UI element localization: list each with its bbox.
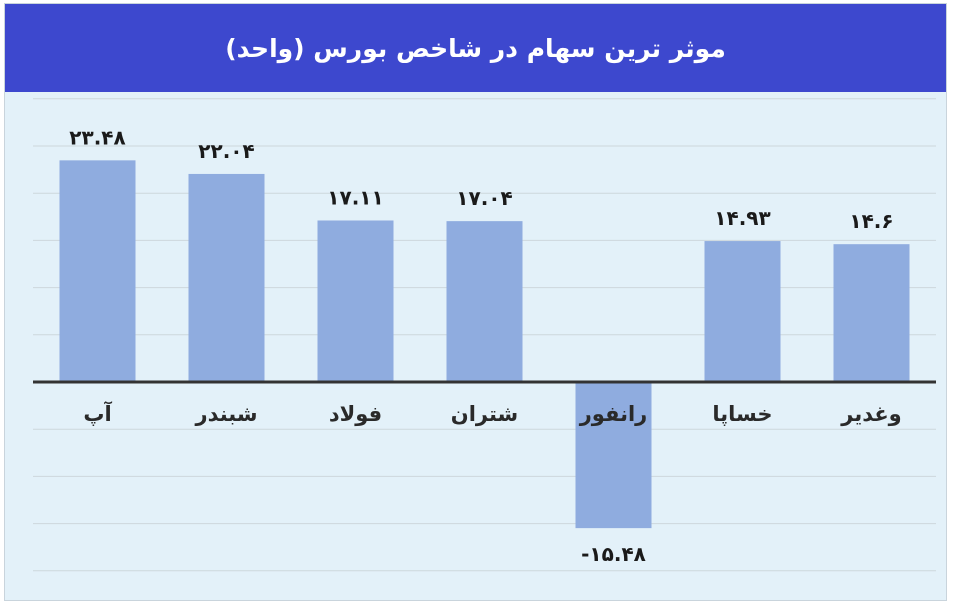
value-label-3: ۱۷.۰۴ — [456, 186, 512, 210]
bar-5 — [188, 173, 265, 382]
bar-1 — [704, 241, 781, 382]
category-label-3: شتران — [451, 402, 518, 426]
bar-3 — [446, 221, 523, 382]
chart-title: موثر ترین سهام در شاخص بورس (واحد) — [225, 33, 726, 63]
category-label-6: آپ — [83, 401, 112, 426]
bar-6 — [59, 160, 136, 382]
value-label-4: ۱۷.۱۱ — [327, 185, 383, 209]
value-label-1: ۱۴.۹۳ — [714, 206, 770, 230]
value-label-0: ۱۴.۶ — [849, 209, 893, 233]
value-label-6: ۲۳.۴۸ — [69, 125, 125, 149]
category-label-5: شبندر — [194, 402, 257, 426]
chart-title-bar: موثر ترین سهام در شاخص بورس (واحد) — [5, 4, 946, 92]
category-label-1: خساپا — [712, 402, 772, 426]
bar-0 — [833, 244, 910, 382]
category-label-4: فولاد — [329, 402, 382, 426]
value-label-2: -۱۵.۴۸ — [581, 542, 646, 566]
category-label-0: وغدیر — [840, 402, 901, 426]
chart-frame: موثر ترین سهام در شاخص بورس (واحد) — [4, 3, 947, 601]
bar-4 — [317, 220, 394, 382]
value-label-5: ۲۲.۰۴ — [198, 139, 254, 163]
category-label-2: رانفور — [579, 402, 648, 426]
bar-2 — [575, 382, 652, 529]
